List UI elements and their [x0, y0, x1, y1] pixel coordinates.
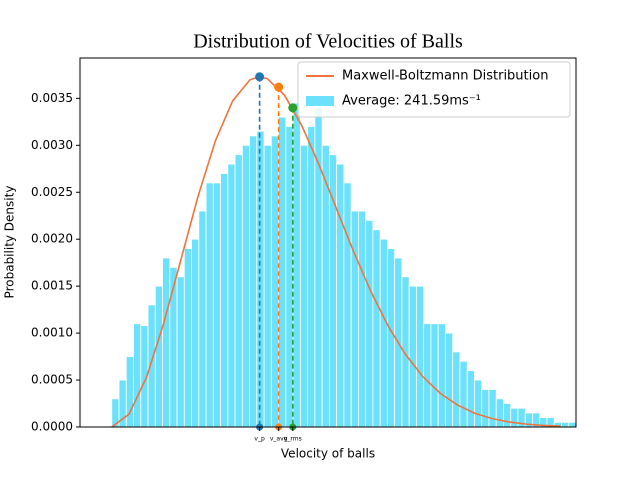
histogram-bar	[227, 163, 236, 428]
y-tick-label: 0.0020	[31, 232, 73, 246]
histogram-bar	[561, 421, 570, 428]
y-tick-label: 0.0015	[31, 279, 73, 293]
axes-frame	[79, 57, 577, 428]
y-tick-label: 0.0025	[31, 185, 73, 199]
y-tick-label: 0.0005	[31, 373, 73, 387]
histogram-bar	[191, 238, 200, 428]
histogram-bar	[445, 332, 454, 428]
histogram-bar	[314, 107, 323, 428]
histogram-bar	[154, 285, 163, 428]
histogram-bar	[452, 351, 461, 428]
y-tick-label: 0.0030	[31, 138, 73, 152]
x-tick-label: v_rms	[284, 436, 302, 443]
histogram-bar	[256, 130, 265, 428]
histogram-bar	[162, 257, 171, 428]
histogram-bar	[466, 370, 475, 428]
x-tick-label: v_p	[254, 436, 265, 443]
histogram-bar	[263, 144, 272, 428]
histogram-bar	[437, 323, 446, 428]
histogram-bar	[270, 135, 280, 428]
histogram-bar	[365, 220, 374, 428]
histogram-bar	[234, 154, 243, 428]
histogram-bar	[125, 356, 134, 428]
histogram-bar	[416, 285, 425, 428]
histogram-bar	[169, 266, 178, 428]
histogram-bar	[212, 182, 221, 428]
legend-swatch	[306, 96, 334, 106]
histogram-bar	[292, 102, 301, 428]
peak-point	[255, 72, 265, 82]
histogram-bar	[147, 304, 156, 428]
histogram-bar	[379, 238, 388, 428]
histogram-bar	[220, 173, 229, 428]
histogram-bar	[474, 379, 483, 428]
histogram-bar	[481, 389, 490, 428]
y-tick-label: 0.0035	[31, 91, 73, 105]
histogram-bar	[459, 360, 468, 428]
histogram-bar	[307, 126, 316, 428]
histogram-bar	[495, 398, 504, 428]
histogram-bar	[183, 248, 192, 428]
chart-title: Distribution of Velocities of Balls	[193, 31, 463, 53]
y-tick-label: 0.0000	[31, 420, 73, 434]
histogram-bar	[336, 163, 345, 428]
y-axis-label: Probability Density	[3, 186, 17, 299]
histogram-bar	[372, 229, 381, 428]
legend-box	[297, 61, 571, 118]
x-axis-label: Velocity of balls	[281, 447, 375, 461]
histogram-bar	[350, 210, 359, 428]
histogram-bar	[133, 323, 142, 428]
histogram-bar	[423, 323, 432, 428]
histogram-bar	[408, 285, 417, 428]
x-tick-label: v_avg	[270, 436, 288, 443]
histogram-bar	[387, 248, 396, 428]
histogram-bar	[176, 276, 185, 428]
histogram-bar	[249, 135, 258, 428]
histogram-bar	[299, 144, 309, 428]
histogram-bar	[241, 144, 250, 428]
histogram-bar	[205, 182, 214, 428]
peak-point	[288, 103, 298, 113]
histogram-bar	[357, 210, 367, 428]
histogram-bar	[568, 421, 577, 428]
distribution-line	[111, 75, 561, 428]
histogram-bar	[510, 407, 519, 428]
peak-point	[274, 82, 284, 92]
y-tick-label: 0.0010	[31, 326, 73, 340]
legend-label: Average: 241.59ms⁻¹	[342, 94, 481, 109]
histogram-bar	[430, 323, 439, 428]
histogram-bar	[278, 116, 287, 428]
histogram-bar	[198, 210, 207, 428]
legend-label: Maxwell-Boltzmann Distribution	[342, 69, 548, 84]
histogram-bar	[343, 182, 352, 428]
histogram-bar	[488, 389, 497, 428]
histogram-bar	[503, 403, 512, 428]
